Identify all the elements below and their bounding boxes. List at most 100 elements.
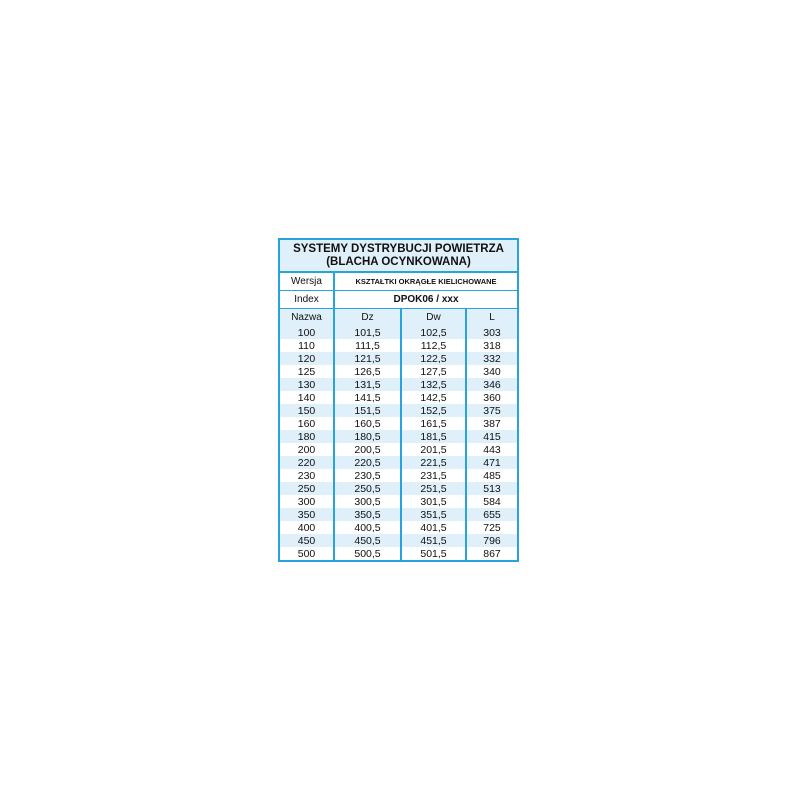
cell-l: 375 <box>465 404 517 417</box>
table-row: 125 126,5 127,5 340 <box>280 365 517 378</box>
cell-dw: 132,5 <box>400 378 465 391</box>
cell-l: 360 <box>465 391 517 404</box>
col-header-l: L <box>465 309 517 326</box>
cell-dz: 220,5 <box>333 456 400 469</box>
col-header-nazwa: Nazwa <box>291 312 322 323</box>
cell-dz: 400,5 <box>333 521 400 534</box>
cell-dz: 121,5 <box>333 352 400 365</box>
cell-dz: 111,5 <box>333 339 400 352</box>
table-row: 100 101,5 102,5 303 <box>280 326 517 339</box>
index-label: Index <box>294 294 319 305</box>
cell-dw: 401,5 <box>400 521 465 534</box>
cell-dz: 200,5 <box>333 443 400 456</box>
table-row: 160 160,5 161,5 387 <box>280 417 517 430</box>
cell-dw: 161,5 <box>400 417 465 430</box>
cell-dz: 230,5 <box>333 469 400 482</box>
cell-l: 303 <box>465 326 517 339</box>
cell-l: 655 <box>465 508 517 521</box>
cell-dz: 126,5 <box>333 365 400 378</box>
wersja-value: KSZTAŁTKI OKRĄGŁE KIELICHOWANE <box>333 273 517 290</box>
cell-dw: 501,5 <box>400 547 465 560</box>
table-row: 110 111,5 112,5 318 <box>280 339 517 352</box>
cell-nazwa: 350 <box>297 508 316 521</box>
cell-nazwa: 300 <box>297 495 316 508</box>
cell-l: 346 <box>465 378 517 391</box>
table-row: 130 131,5 132,5 346 <box>280 378 517 391</box>
table-row: 120 121,5 122,5 332 <box>280 352 517 365</box>
cell-l: 584 <box>465 495 517 508</box>
cell-dw: 102,5 <box>400 326 465 339</box>
cell-nazwa: 125 <box>297 365 316 378</box>
cell-dz: 300,5 <box>333 495 400 508</box>
cell-l: 318 <box>465 339 517 352</box>
cell-nazwa: 100 <box>297 326 316 339</box>
table-row: 350 350,5 351,5 655 <box>280 508 517 521</box>
cell-dw: 301,5 <box>400 495 465 508</box>
table-row: 140 141,5 142,5 360 <box>280 391 517 404</box>
table-row: 300 300,5 301,5 584 <box>280 495 517 508</box>
cell-nazwa: 250 <box>297 482 316 495</box>
col-header-dz: Dz <box>333 309 400 326</box>
cell-l: 340 <box>465 365 517 378</box>
table-row: 200 200,5 201,5 443 <box>280 443 517 456</box>
cell-l: 471 <box>465 456 517 469</box>
table-row: 180 180,5 181,5 415 <box>280 430 517 443</box>
cell-dw: 451,5 <box>400 534 465 547</box>
cell-dz: 500,5 <box>333 547 400 560</box>
cell-dz: 450,5 <box>333 534 400 547</box>
table-row: 150 151,5 152,5 375 <box>280 404 517 417</box>
cell-nazwa: 140 <box>297 391 316 404</box>
cell-dw: 122,5 <box>400 352 465 365</box>
table-row: 230 230,5 231,5 485 <box>280 469 517 482</box>
cell-nazwa: 200 <box>297 443 316 456</box>
cell-dw: 152,5 <box>400 404 465 417</box>
cell-dw: 201,5 <box>400 443 465 456</box>
table-row: 400 400,5 401,5 725 <box>280 521 517 534</box>
cell-l: 867 <box>465 547 517 560</box>
cell-nazwa: 230 <box>297 469 316 482</box>
cell-dz: 160,5 <box>333 417 400 430</box>
cell-dw: 231,5 <box>400 469 465 482</box>
title-line-2: (BLACHA OCYNKOWANA) <box>326 256 471 268</box>
cell-nazwa: 120 <box>297 352 316 365</box>
cell-dw: 251,5 <box>400 482 465 495</box>
cell-nazwa: 500 <box>297 547 316 560</box>
wersja-label: Wersja <box>291 276 322 287</box>
product-table: SYSTEMY DYSTRYBUCJI POWIETRZA (BLACHA OC… <box>278 238 519 562</box>
index-row: Index DPOK06 / xxx <box>280 291 517 309</box>
table-title: SYSTEMY DYSTRYBUCJI POWIETRZA (BLACHA OC… <box>280 240 517 273</box>
table-body: 100 101,5 102,5 303 110 111,5 112,5 318 120 121,5… <box>280 326 517 560</box>
cell-dz: 131,5 <box>333 378 400 391</box>
cell-l: 485 <box>465 469 517 482</box>
cell-dw: 127,5 <box>400 365 465 378</box>
title-line-1: SYSTEMY DYSTRYBUCJI POWIETRZA <box>293 243 504 255</box>
wersja-row: Wersja KSZTAŁTKI OKRĄGŁE KIELICHOWANE <box>280 273 517 291</box>
cell-dz: 180,5 <box>333 430 400 443</box>
cell-dw: 221,5 <box>400 456 465 469</box>
table-row: 500 500,5 501,5 867 <box>280 547 517 560</box>
cell-l: 443 <box>465 443 517 456</box>
cell-l: 415 <box>465 430 517 443</box>
cell-nazwa: 160 <box>297 417 316 430</box>
cell-nazwa: 150 <box>297 404 316 417</box>
cell-dz: 350,5 <box>333 508 400 521</box>
cell-dz: 250,5 <box>333 482 400 495</box>
col-header-dw: Dw <box>400 309 465 326</box>
cell-nazwa: 400 <box>297 521 316 534</box>
cell-dz: 141,5 <box>333 391 400 404</box>
cell-dw: 112,5 <box>400 339 465 352</box>
cell-l: 725 <box>465 521 517 534</box>
cell-dz: 101,5 <box>333 326 400 339</box>
table-row: 250 250,5 251,5 513 <box>280 482 517 495</box>
index-value: DPOK06 / xxx <box>333 291 517 308</box>
column-header-row: Nazwa Dz Dw L <box>280 309 517 326</box>
cell-nazwa: 110 <box>298 339 315 352</box>
table-row: 450 450,5 451,5 796 <box>280 534 517 547</box>
cell-nazwa: 450 <box>297 534 316 547</box>
cell-dz: 151,5 <box>333 404 400 417</box>
cell-nazwa: 130 <box>297 378 316 391</box>
cell-dw: 351,5 <box>400 508 465 521</box>
cell-l: 332 <box>465 352 517 365</box>
cell-nazwa: 180 <box>297 430 316 443</box>
cell-l: 796 <box>465 534 517 547</box>
